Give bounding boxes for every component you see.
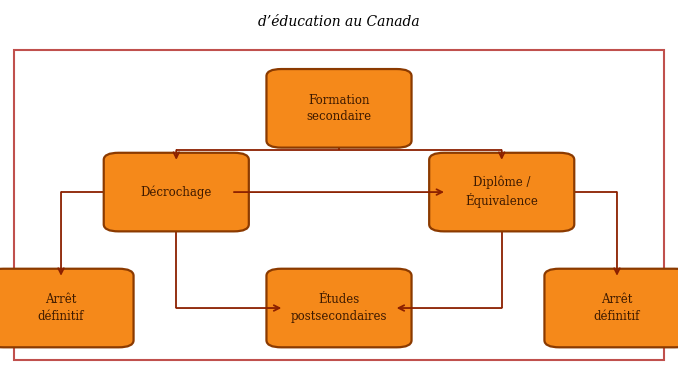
Text: Arrêt
définitif: Arrêt définitif bbox=[594, 293, 640, 323]
Text: Formation
secondaire: Formation secondaire bbox=[306, 94, 372, 123]
FancyBboxPatch shape bbox=[104, 153, 249, 231]
FancyBboxPatch shape bbox=[429, 153, 574, 231]
FancyBboxPatch shape bbox=[266, 69, 412, 147]
FancyBboxPatch shape bbox=[0, 269, 134, 347]
Text: d’éducation au Canada: d’éducation au Canada bbox=[258, 15, 420, 29]
Text: Diplôme /
Équivalence: Diplôme / Équivalence bbox=[465, 176, 538, 208]
Text: Études
postsecondaires: Études postsecondaires bbox=[291, 293, 387, 323]
Text: Décrochage: Décrochage bbox=[140, 185, 212, 199]
FancyBboxPatch shape bbox=[544, 269, 678, 347]
FancyBboxPatch shape bbox=[266, 269, 412, 347]
FancyBboxPatch shape bbox=[14, 51, 664, 359]
Text: Arrêt
définitif: Arrêt définitif bbox=[38, 293, 84, 323]
